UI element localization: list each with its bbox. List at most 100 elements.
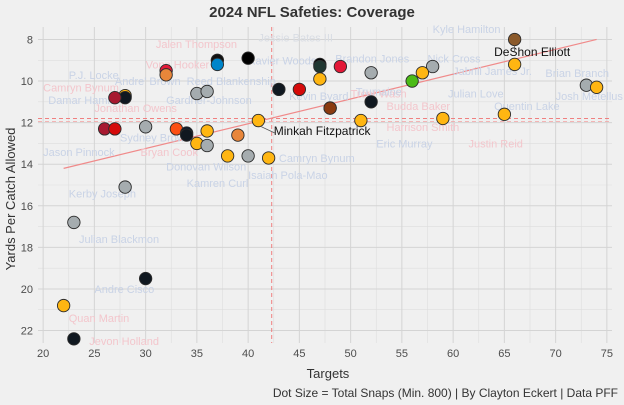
player-label: Xavier Woods bbox=[248, 55, 317, 67]
y-tick-label: 22 bbox=[21, 326, 33, 338]
y-tick-label: 8 bbox=[27, 34, 33, 46]
y-axis-ticks: 8 10 12 14 16 18 20 22 bbox=[21, 34, 33, 337]
data-points bbox=[56, 32, 604, 346]
data-point bbox=[364, 95, 378, 109]
player-label: Sydney Brown bbox=[120, 132, 191, 144]
x-axis-ticks: 20 25 30 35 40 45 50 55 60 65 70 75 bbox=[37, 348, 613, 360]
chart-caption: Dot Size = Total Snaps (Min. 800) | By C… bbox=[273, 386, 618, 400]
player-label: Julian Love bbox=[448, 89, 504, 101]
player-label: Vonn Hooker bbox=[146, 60, 210, 72]
player-label: Harrison Smith bbox=[387, 122, 460, 134]
player-label: Reed Blankenship bbox=[187, 76, 276, 88]
y-tick-label: 16 bbox=[21, 201, 33, 213]
x-tick-label: 70 bbox=[550, 348, 562, 360]
player-label: Jessie Bates III bbox=[258, 33, 333, 45]
player-label: Quan Martin bbox=[69, 313, 130, 325]
data-point bbox=[200, 84, 214, 99]
data-point bbox=[405, 74, 419, 88]
player-label: Jalen Thompson bbox=[156, 39, 237, 51]
player-label: Jonathan Owens bbox=[94, 103, 177, 115]
y-tick-label: 12 bbox=[21, 118, 33, 130]
player-label: Kamren Curl bbox=[187, 178, 249, 190]
data-point bbox=[313, 72, 327, 86]
player-label: Bryan Cook bbox=[141, 147, 199, 159]
x-tick-label: 35 bbox=[191, 348, 203, 360]
y-tick-label: 14 bbox=[21, 159, 33, 171]
data-point bbox=[108, 91, 122, 105]
player-label: Nick Cross bbox=[428, 53, 482, 65]
player-label: Gardner-Johnson bbox=[166, 95, 252, 107]
data-point bbox=[364, 66, 378, 80]
data-point bbox=[220, 149, 235, 163]
y-tick-label: 18 bbox=[21, 242, 33, 254]
player-label: Quentin Lake bbox=[494, 101, 559, 113]
x-tick-label: 50 bbox=[345, 348, 357, 360]
data-point bbox=[323, 101, 337, 115]
player-label: Julian Blackmon bbox=[79, 234, 159, 246]
player-label: Jevon Holland bbox=[89, 336, 159, 348]
gridlines bbox=[38, 27, 612, 343]
x-tick-label: 45 bbox=[293, 348, 305, 360]
data-point bbox=[354, 113, 368, 128]
data-point bbox=[272, 82, 286, 97]
x-tick-label: 20 bbox=[37, 348, 49, 360]
player-label: Brandon Jones bbox=[335, 53, 409, 65]
data-point bbox=[210, 57, 225, 72]
data-point bbox=[231, 128, 245, 142]
player-label: Camryn Bynum bbox=[279, 153, 355, 165]
data-point bbox=[179, 128, 194, 142]
x-axis-title: Targets bbox=[307, 366, 350, 381]
reference-lines bbox=[38, 27, 612, 343]
data-point bbox=[292, 82, 307, 97]
x-tick-label: 65 bbox=[498, 348, 510, 360]
data-point bbox=[138, 271, 153, 286]
data-point bbox=[261, 151, 276, 165]
data-point bbox=[241, 149, 255, 163]
data-point bbox=[415, 66, 430, 80]
y-axis-title: Yards Per Catch Allowed bbox=[3, 128, 18, 271]
player-label: Brian Branch bbox=[545, 68, 609, 80]
player-label: Andre Cisco bbox=[94, 284, 154, 296]
y-tick-label: 20 bbox=[21, 284, 33, 296]
player-label: Eric Murray bbox=[376, 139, 433, 151]
y-tick-label: 10 bbox=[21, 76, 33, 88]
x-tick-label: 60 bbox=[447, 348, 459, 360]
highlight-player-label: DeShon Elliott bbox=[494, 45, 571, 59]
data-point bbox=[436, 111, 450, 126]
data-point bbox=[251, 113, 266, 128]
player-label: Josh Metellus bbox=[556, 91, 624, 103]
data-point bbox=[507, 57, 522, 72]
data-point bbox=[425, 59, 440, 74]
player-label: Isaiah Pola-Mao bbox=[248, 170, 328, 182]
data-point bbox=[159, 68, 173, 82]
player-label: Justin Reid bbox=[469, 139, 523, 151]
player-label: Jason Pinnock bbox=[43, 147, 115, 159]
player-label: Kerby Joseph bbox=[69, 188, 136, 200]
data-point bbox=[138, 120, 153, 134]
player-label: Trent Wash bbox=[351, 89, 407, 101]
x-tick-label: 30 bbox=[140, 348, 152, 360]
data-point bbox=[313, 59, 327, 74]
data-point bbox=[241, 51, 255, 65]
player-label: P.J. Locke bbox=[69, 70, 119, 82]
data-point bbox=[67, 215, 81, 230]
data-point bbox=[108, 122, 122, 136]
player-label: Kyle Hamilton bbox=[433, 24, 501, 36]
player-label: Donovan Wilson bbox=[166, 161, 246, 173]
x-tick-label: 55 bbox=[396, 348, 408, 360]
highlight-labels: DeShon Elliott Minkah Fitzpatrick bbox=[261, 45, 571, 138]
data-point bbox=[118, 180, 132, 194]
data-point bbox=[200, 124, 214, 138]
x-tick-label: 40 bbox=[242, 348, 254, 360]
highlight-player-label: Minkah Fitzpatrick bbox=[274, 124, 372, 138]
player-labels: Kyle Hamilton Jalen Thompson Jessie Bates … bbox=[43, 24, 623, 348]
chart-title: 2024 NFL Safeties: Coverage bbox=[209, 4, 415, 21]
player-label: Damar Hamlin bbox=[48, 95, 118, 107]
data-point bbox=[67, 332, 81, 346]
data-point bbox=[507, 32, 522, 47]
data-point bbox=[497, 107, 512, 121]
data-point bbox=[589, 80, 604, 94]
x-tick-label: 25 bbox=[88, 348, 100, 360]
x-tick-label: 75 bbox=[601, 348, 613, 360]
